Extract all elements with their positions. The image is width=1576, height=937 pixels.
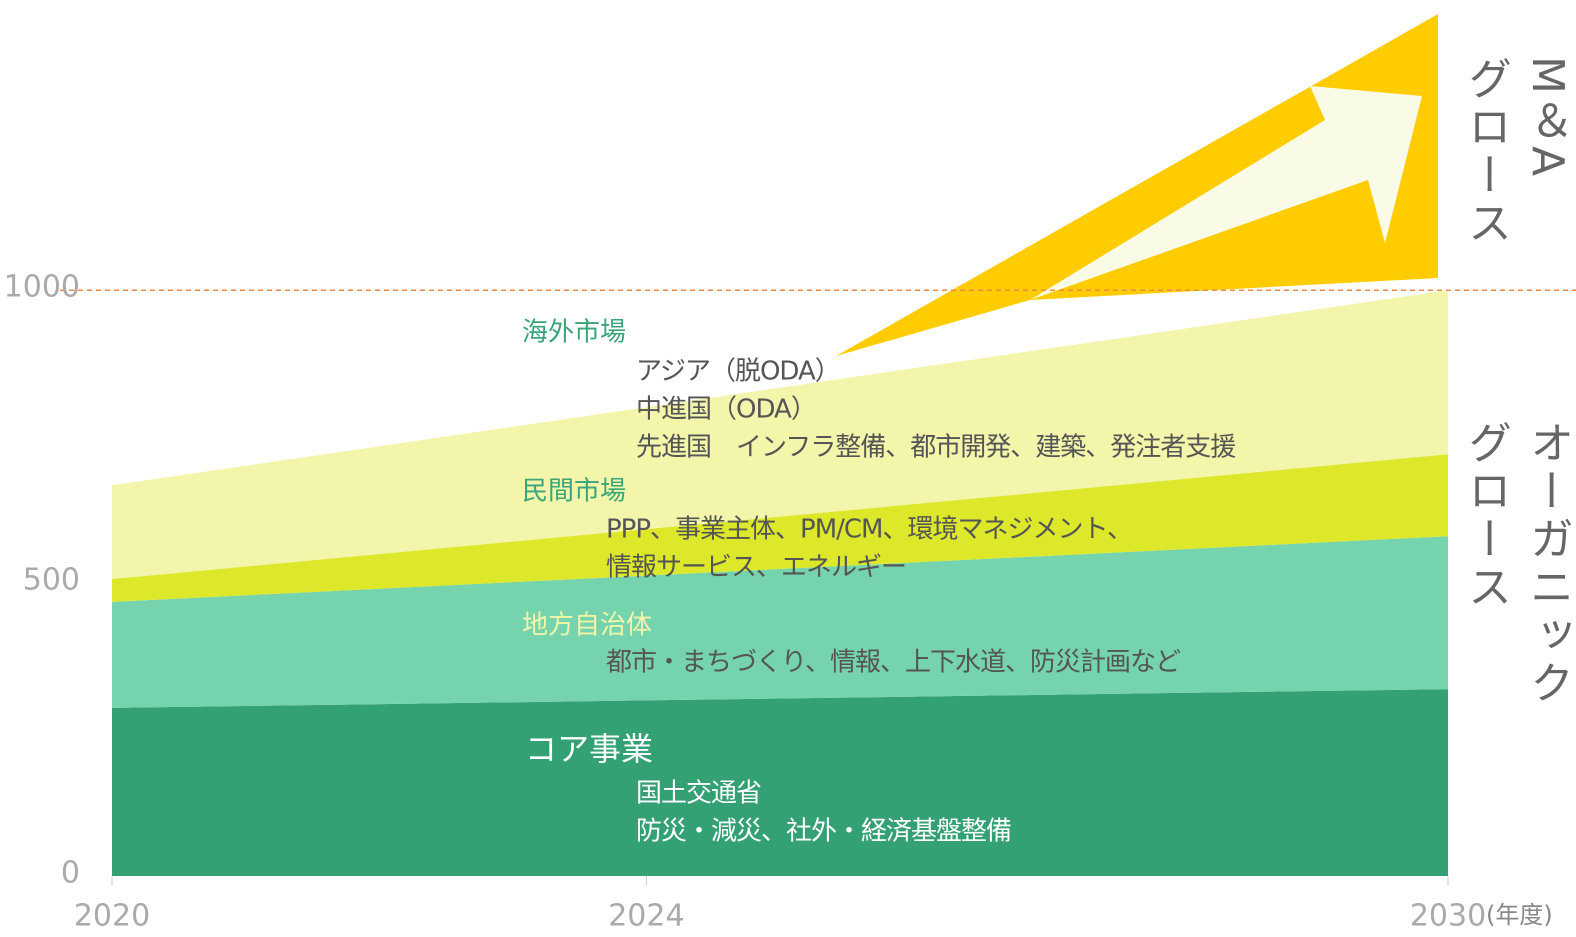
growth-label: オーガニック グロース [1454, 420, 1576, 708]
area-detail: 先進国 インフラ整備、都市開発、建築、発注者支援 [636, 433, 1236, 463]
growth-label-line: M＆A [1522, 56, 1573, 181]
area-detail: 中進国（ODA） [636, 395, 816, 425]
area-title: 地方自治体 [522, 611, 652, 641]
growth-label-line: グロース [1460, 56, 1511, 248]
area-title: 海外市場 [522, 318, 626, 348]
growth-arrow [836, 14, 1438, 356]
area-title: 民間市場 [522, 477, 626, 507]
growth-label-line: グロース [1460, 420, 1511, 612]
y-tick-label: 0 [61, 856, 80, 891]
x-tick-label: 2024 [608, 899, 684, 934]
y-tick-label: 1000 [4, 270, 80, 305]
area-detail: 防災・減災、社外・経済基盤整備 [636, 817, 1011, 847]
area [112, 689, 1448, 876]
area [112, 290, 1448, 579]
x-tick-label: 2030 [1410, 899, 1486, 934]
area-detail: 国土交通省 [636, 779, 761, 809]
growth-label-line: オーガニック [1522, 420, 1573, 708]
area-title: コア事業 [525, 730, 653, 768]
growth-label: M＆A グロース [1454, 56, 1576, 248]
area-detail: PPP、事業主体、PM/CM、環境マネジメント、 [606, 515, 1132, 545]
y-tick-label: 500 [23, 563, 80, 598]
x-tick-label: 2020 [74, 899, 150, 934]
area [112, 454, 1448, 602]
x-unit-label: (年度) [1486, 901, 1553, 929]
area-detail: 情報サービス、エネルギー [606, 553, 906, 583]
growth-arrow-inner [1030, 86, 1422, 300]
area-detail: アジア（脱ODA） [636, 357, 840, 387]
area-detail: 都市・まちづくり、情報、上下水道、防災計画など [606, 648, 1181, 678]
areas [112, 290, 1448, 876]
area [112, 536, 1448, 708]
